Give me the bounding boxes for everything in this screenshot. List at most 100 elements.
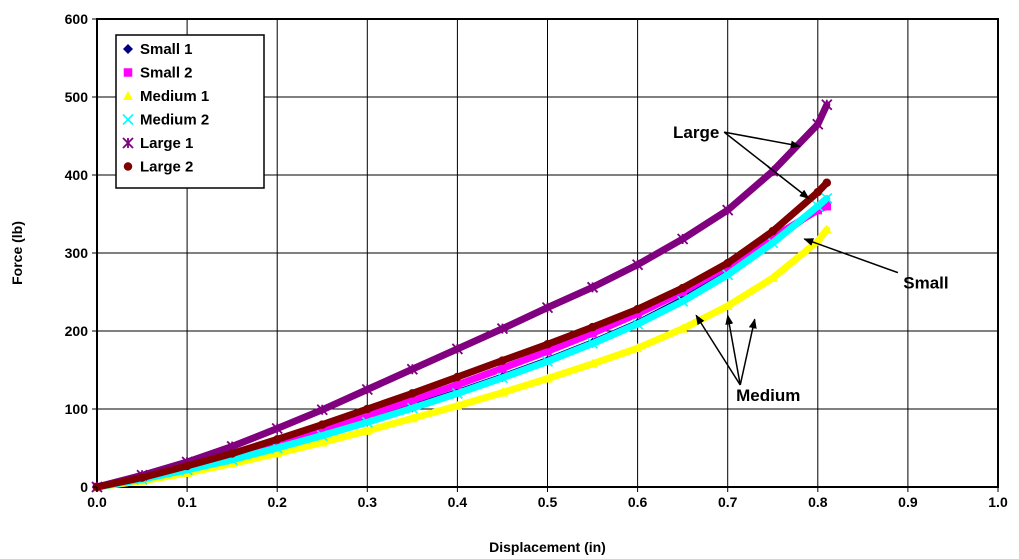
- legend-marker-small-1: [123, 44, 133, 54]
- legend-item-large-1: Large 1: [122, 135, 193, 152]
- data-point-medium-1: [317, 437, 328, 447]
- data-point-large-1: [821, 99, 833, 111]
- data-point-large-2: [822, 178, 832, 188]
- data-point-medium-1: [362, 425, 373, 435]
- data-point-large-1: [812, 118, 824, 130]
- data-point-large-2: [588, 322, 597, 332]
- legend: Small 1 Small 2 Medium 1 Medium 2 Large 1 Lar…: [115, 34, 265, 189]
- x-tick-label: 0.5: [538, 494, 558, 510]
- data-point-medium-1: [452, 400, 463, 410]
- x-tick-label: 0.2: [267, 494, 287, 510]
- data-point-large-2: [723, 258, 732, 268]
- y-tick-label: 0: [80, 479, 88, 495]
- y-tick-label: 100: [65, 401, 89, 417]
- data-point-large-2: [408, 389, 417, 398]
- data-point-medium-2: [496, 372, 509, 384]
- data-point-medium-2: [316, 429, 328, 442]
- y-tick-label: 400: [65, 167, 89, 183]
- legend-label-large-1: Large 1: [140, 135, 193, 152]
- data-point-medium-1: [272, 448, 283, 458]
- data-point-medium-2: [722, 269, 734, 281]
- legend-item-small-1: Small 1: [123, 41, 193, 58]
- annotation-arrow-large: [723, 131, 810, 200]
- y-tick-label: 200: [65, 323, 89, 339]
- data-point-small-2: [408, 396, 417, 405]
- data-point-large-1: [361, 383, 373, 396]
- data-point-large-1: [541, 301, 554, 314]
- series-band-medium-2: [93, 194, 831, 491]
- x-axis-title: Displacement (in): [489, 539, 606, 555]
- legend-label-small-2: Small 2: [140, 65, 193, 82]
- data-point-medium-2: [812, 200, 824, 212]
- data-point-large-2: [272, 435, 282, 444]
- series-large-2: [92, 178, 832, 492]
- data-point-medium-1: [677, 323, 688, 333]
- data-point-large-2: [227, 449, 237, 458]
- series-band-medium-1: [93, 226, 831, 491]
- data-point-large-2: [363, 404, 372, 414]
- legend-label-large-2: Large 2: [140, 159, 193, 176]
- legend-marker-large-1: [122, 137, 134, 149]
- data-point-large-1: [496, 323, 509, 335]
- annotation-label-small: Small: [903, 274, 948, 293]
- data-point-medium-2: [541, 355, 554, 367]
- y-tick-label: 300: [65, 245, 89, 261]
- data-series: [91, 99, 833, 493]
- y-axis-title: Force (lb): [9, 221, 25, 285]
- data-point-small-2: [588, 329, 597, 338]
- data-point-large-1: [406, 363, 418, 375]
- data-point-medium-2: [271, 442, 283, 454]
- x-tick-label: 0.7: [718, 494, 738, 510]
- data-point-large-2: [813, 187, 823, 197]
- legend-label-medium-1: Medium 1: [140, 88, 209, 105]
- data-point-large-2: [633, 304, 642, 314]
- legend-box: [115, 34, 265, 189]
- data-point-large-2: [543, 340, 552, 349]
- legend-item-medium-2: Medium 2: [122, 112, 209, 129]
- data-point-medium-2: [821, 192, 833, 204]
- legend-item-medium-1: Medium 1: [123, 88, 209, 105]
- data-point-large-2: [678, 283, 687, 293]
- data-point-medium-2: [677, 295, 689, 307]
- data-point-medium-1: [587, 358, 598, 368]
- data-point-large-1: [316, 404, 328, 416]
- x-tick-label: 0.4: [448, 494, 468, 510]
- data-point-large-2: [453, 372, 462, 382]
- data-point-large-1: [271, 422, 283, 435]
- data-point-small-2: [633, 309, 642, 319]
- data-point-medium-2: [406, 402, 418, 414]
- series-band-large-2: [93, 179, 831, 491]
- x-tick-label: 0.3: [358, 494, 378, 510]
- y-axis-ticks: 0 100 200 300 400 500 600: [65, 11, 97, 495]
- legend-marker-medium-1: [123, 91, 133, 100]
- data-point-small-2: [318, 425, 327, 434]
- data-point-large-2: [498, 356, 507, 365]
- data-point-medium-1: [767, 272, 778, 282]
- annotation-label-medium: Medium: [736, 386, 800, 405]
- data-point-medium-2: [632, 318, 644, 330]
- legend-label-small-1: Small 1: [140, 41, 193, 58]
- data-point-small-2: [822, 201, 832, 211]
- annotation-label-large: Large: [673, 123, 719, 142]
- data-point-large-2: [318, 420, 327, 429]
- annotation-arrow-medium: [695, 314, 741, 386]
- data-point-small-2: [453, 380, 462, 390]
- x-tick-label: 0.0: [87, 494, 107, 510]
- y-tick-label: 500: [65, 89, 89, 105]
- data-point-large-1: [677, 233, 689, 245]
- data-point-medium-2: [586, 337, 599, 350]
- data-point-medium-1: [497, 387, 508, 397]
- data-point-large-1: [722, 204, 734, 216]
- annotation-arrow-large: [724, 131, 801, 149]
- legend-marker-large-2: [123, 162, 133, 171]
- legend-marker-small-2: [123, 68, 133, 77]
- series-band-large-1: [93, 101, 831, 491]
- x-tick-label: 0.8: [808, 494, 828, 510]
- data-point-large-1: [631, 259, 644, 271]
- data-point-large-2: [768, 226, 777, 236]
- y-tick-label: 600: [65, 11, 89, 27]
- data-point-small-2: [363, 410, 372, 420]
- annotation-arrow-medium: [739, 318, 757, 386]
- data-point-medium-2: [361, 416, 373, 428]
